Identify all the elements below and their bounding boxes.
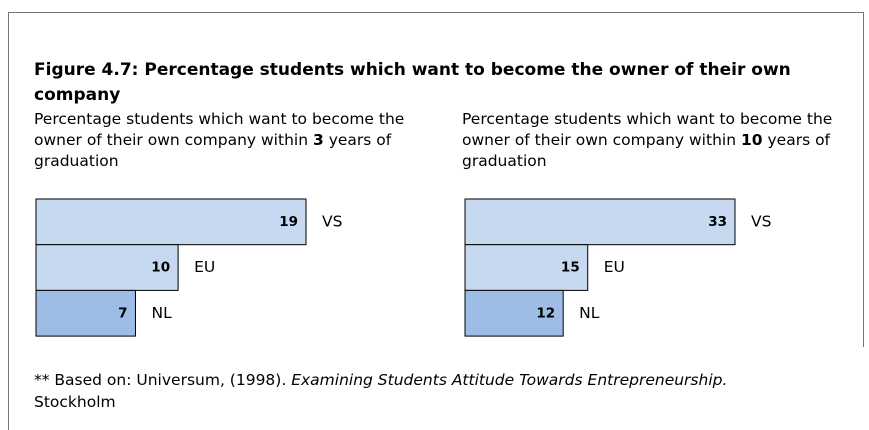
category-label: NL — [151, 304, 172, 322]
subtitle-text: Percentage students which want to become… — [34, 110, 405, 149]
footnote-text: Stockholm — [34, 393, 116, 411]
subtitle-text: years of graduation — [462, 131, 831, 170]
bar — [35, 289, 136, 337]
bar — [35, 244, 179, 291]
bar — [35, 198, 307, 246]
frame-border — [8, 12, 864, 13]
footnote-text: ** Based on: Universum, (1998). — [34, 371, 287, 389]
bar — [464, 244, 589, 291]
chart-subtitle: Percentage students which want to become… — [462, 109, 852, 172]
category-label: VS — [322, 212, 342, 230]
footnote: ** Based on: Universum, (1998). Examinin… — [34, 369, 834, 413]
value-label: 15 — [561, 260, 580, 276]
subtitle-emphasis: 3 — [312, 131, 324, 149]
frame-border — [863, 12, 864, 347]
value-label: 33 — [708, 214, 727, 230]
subtitle-text: Percentage students which want to become… — [462, 110, 833, 149]
value-label: 7 — [118, 305, 127, 321]
value-label: 19 — [279, 214, 298, 230]
subtitle-emphasis: 10 — [740, 131, 763, 149]
category-label: EU — [194, 258, 215, 276]
footnote-italic: Examining Students Attitude Towards Entr… — [291, 371, 728, 389]
category-label: NL — [579, 304, 600, 322]
bar — [464, 198, 736, 246]
category-label: EU — [604, 258, 625, 276]
value-label: 12 — [536, 305, 555, 321]
subtitle-text: years of graduation — [34, 131, 392, 170]
figure-title: Figure 4.7: Percentage students which wa… — [34, 60, 791, 105]
bar — [464, 289, 564, 337]
category-label: VS — [751, 212, 771, 230]
frame-border — [8, 12, 9, 430]
value-label: 10 — [151, 260, 170, 276]
chart-subtitle: Percentage students which want to become… — [34, 109, 424, 172]
